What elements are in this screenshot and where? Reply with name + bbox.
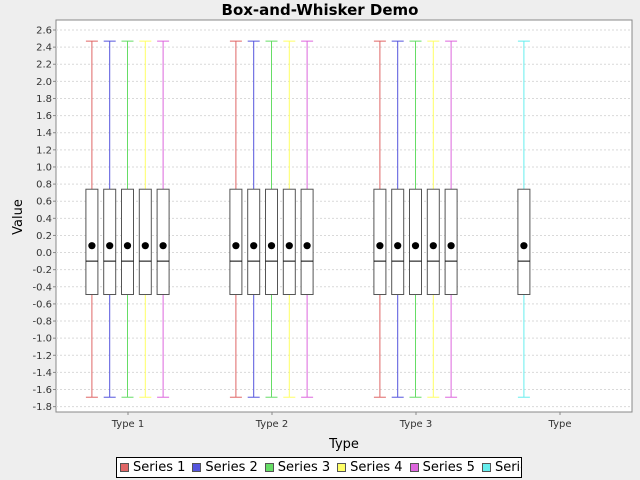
y-tick-label: 2.2: [36, 60, 52, 71]
box-plot: [444, 40, 458, 398]
legend: Series 1 Series 2 Series 3 Series 4 Series 5…: [116, 457, 522, 478]
y-tick-label: -0.8: [32, 317, 52, 328]
box-iqr: [247, 188, 261, 296]
box-iqr: [156, 188, 170, 296]
box-plot: [300, 40, 314, 398]
box-iqr: [409, 188, 422, 296]
legend-item: Series 4: [337, 459, 403, 476]
mean-marker: [232, 242, 240, 250]
legend-label: Series 4: [350, 459, 403, 475]
mean-marker: [267, 242, 276, 250]
box-plot: [391, 40, 405, 398]
legend-label: Series: [494, 459, 521, 475]
box-iqr: [373, 188, 387, 296]
box-plot: [103, 40, 117, 398]
y-tick-label: 1.8: [36, 94, 52, 105]
y-tick-label: 2.0: [36, 77, 52, 88]
box-iqr: [265, 188, 278, 296]
mean-marker: [123, 242, 132, 250]
y-axis-label: Value: [11, 199, 26, 235]
box-plot: [409, 40, 422, 398]
mean-marker: [447, 242, 455, 250]
legend-item: Series 2: [192, 459, 258, 476]
box-iqr: [517, 188, 531, 296]
mean-marker: [394, 242, 402, 250]
legend-item: Series 1: [120, 460, 185, 476]
mean-marker: [159, 242, 167, 250]
box-plot: [282, 40, 296, 398]
y-tick-label: -1.6: [32, 385, 52, 396]
mean-marker: [106, 242, 114, 250]
box-plot: [517, 40, 531, 398]
legend-item: Series 3: [264, 459, 331, 476]
y-tick-label: 1.4: [36, 128, 52, 139]
x-tick-label: Type 2: [255, 419, 289, 430]
mean-marker: [303, 242, 311, 250]
legend-swatch: [481, 463, 491, 472]
legend-swatch: [192, 463, 202, 472]
box-plot: [426, 40, 440, 398]
legend-item: Series 5: [409, 459, 475, 476]
y-tick-label: 0.6: [36, 197, 52, 208]
legend-item: Series: [481, 459, 521, 476]
box-iqr: [121, 188, 134, 296]
y-tick-label: 0.8: [36, 180, 52, 191]
box-iqr: [282, 188, 296, 296]
x-tick-label: Type 3: [399, 419, 433, 430]
y-tick-label: 2.6: [36, 26, 52, 37]
y-tick-label: 2.4: [36, 43, 52, 54]
mean-marker: [376, 242, 384, 250]
y-tick-label: -1.4: [32, 368, 52, 379]
box-plot: [229, 40, 243, 398]
x-tick-label: Type: [548, 419, 572, 430]
y-tick-label: -1.2: [32, 351, 52, 362]
y-tick-label: -1.0: [32, 334, 52, 345]
y-tick-label: -0.2: [32, 265, 52, 276]
box-plot: [121, 40, 134, 398]
legend-label: Series 1: [133, 459, 186, 475]
y-tick-label: -0.6: [32, 299, 52, 310]
y-tick-label: 1.0: [36, 162, 52, 173]
chart-title: Box-and-Whisker Demo: [221, 1, 419, 19]
box-iqr: [85, 188, 99, 296]
legend-label: Series 5: [422, 459, 475, 475]
box-iqr: [300, 188, 314, 296]
legend-label: Series 3: [277, 459, 331, 475]
box-plot: [85, 40, 99, 398]
box-iqr: [391, 188, 405, 296]
mean-marker: [429, 242, 437, 250]
legend-swatch: [337, 463, 347, 472]
box-iqr: [138, 188, 152, 296]
mean-marker: [411, 242, 420, 250]
legend-label: Series 2: [205, 459, 258, 475]
mean-marker: [520, 242, 528, 250]
box-iqr: [426, 188, 440, 296]
mean-marker: [141, 242, 149, 250]
plot-area: [55, 19, 633, 413]
box-plot: [265, 40, 278, 398]
box-plot: [373, 40, 387, 398]
box-plot: [247, 40, 261, 398]
y-tick-label: 0.4: [36, 214, 52, 225]
box-iqr: [229, 188, 243, 296]
legend-swatch: [409, 463, 419, 472]
y-tick-label: -0.4: [32, 282, 52, 293]
box-plot: [156, 40, 170, 398]
y-tick-label: -1.8: [32, 402, 52, 413]
y-tick-label: 1.2: [36, 145, 52, 156]
box-plot: [138, 40, 152, 398]
mean-marker: [285, 242, 293, 250]
box-iqr: [103, 188, 117, 296]
legend-swatch: [264, 463, 274, 472]
box-iqr: [444, 188, 458, 296]
mean-marker: [88, 242, 96, 250]
x-axis-label: Type: [328, 437, 359, 452]
mean-marker: [250, 242, 258, 250]
x-tick-label: Type 1: [111, 419, 145, 430]
legend-swatch: [120, 463, 129, 472]
y-tick-label: 0.2: [36, 231, 52, 242]
y-tick-label: 1.6: [36, 111, 52, 122]
y-tick-label: 0.0: [36, 248, 52, 259]
